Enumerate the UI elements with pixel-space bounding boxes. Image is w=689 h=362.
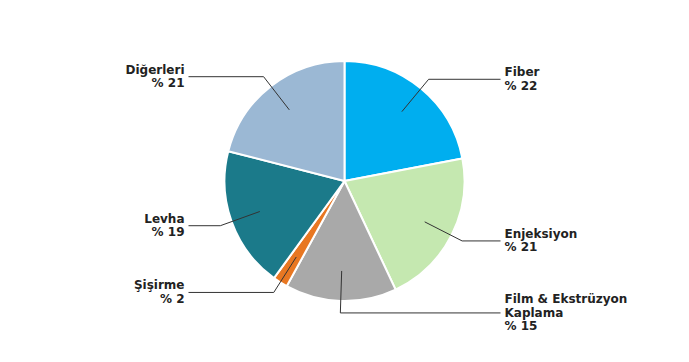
value-label: % 19 (152, 225, 185, 239)
category-label: Fiber (505, 65, 540, 79)
category-label: Enjeksiyon (505, 226, 578, 240)
labels: Fiber% 22Enjeksiyon% 21Film & Ekstrüzyon… (125, 62, 627, 333)
value-label: % 21 (152, 76, 185, 90)
leader-line (402, 79, 501, 111)
value-label: % 2 (160, 292, 185, 306)
label-line: Diğerleri (125, 62, 184, 76)
category-label: Diğerleri (125, 62, 184, 76)
slices (224, 61, 464, 301)
value-label: % 22 (505, 79, 538, 93)
label-line: Film & Ekstrüzyon (505, 291, 628, 305)
label-line: Levha (144, 211, 184, 225)
label-line: Fiber (505, 65, 540, 79)
value-label: % 15 (505, 319, 538, 333)
leader-line (189, 211, 260, 225)
pie-slice (228, 61, 344, 181)
chart: Fiber% 22Enjeksiyon% 21Film & Ekstrüzyon… (0, 0, 689, 362)
label-line: Enjeksiyon (505, 226, 578, 240)
label-line: Kaplama (505, 305, 564, 319)
chart-container: Fiber% 22Enjeksiyon% 21Film & Ekstrüzyon… (0, 0, 689, 362)
leader-line (425, 222, 501, 241)
category-label: Levha (144, 211, 184, 225)
category-label: Film & EkstrüzyonKaplama (505, 291, 628, 319)
category-label: Şişirme (134, 278, 185, 292)
label-line: Şişirme (134, 278, 185, 292)
leader-line (340, 271, 500, 313)
value-label: % 21 (505, 240, 538, 254)
leader-line (189, 77, 290, 110)
leader-line (189, 257, 297, 292)
